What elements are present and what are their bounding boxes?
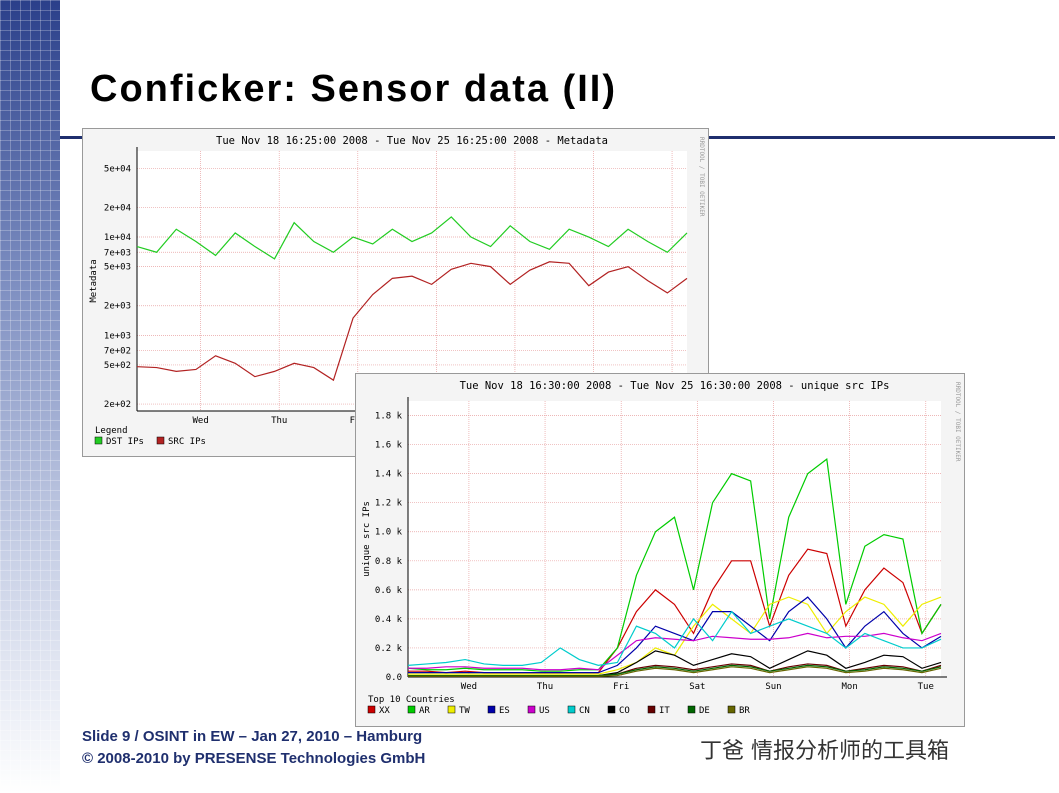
legend-label: CN [579, 706, 590, 716]
footer-line: © 2008-2010 by PRESENSE Technologies Gmb… [82, 750, 426, 767]
legend-swatch [407, 705, 416, 714]
y-tick-label: 1.6 k [375, 441, 403, 451]
y-tick-label: 2e+02 [104, 400, 131, 410]
series-line [408, 596, 942, 674]
plot-area [408, 401, 941, 677]
y-tick-label: 0.8 k [375, 557, 403, 567]
y-tick-label: 1.4 k [375, 470, 403, 480]
x-tick-label: Mon [841, 682, 857, 692]
legend-label: CO [619, 706, 630, 716]
legend-swatch [647, 705, 656, 714]
watermark: 丁爸 情报分析师的工具箱 [700, 739, 949, 764]
y-tick-label: 1e+03 [104, 331, 131, 341]
y-tick-label: 0.0 [386, 673, 402, 683]
chart-title: Tue Nov 18 16:25:00 2008 - Tue Nov 25 16… [216, 135, 608, 147]
legend-label: US [539, 706, 550, 716]
series-line [407, 457, 942, 672]
y-tick-label: 0.6 k [375, 586, 403, 596]
series-line [408, 664, 942, 677]
y-tick-label: 0.2 k [375, 644, 403, 654]
legend-title: Top 10 Countries [368, 695, 455, 705]
x-tick-label: Sat [689, 682, 705, 692]
legend-label: TW [459, 706, 470, 716]
y-tick-label: 5e+03 [104, 263, 131, 273]
series-line [408, 632, 942, 671]
series-line [136, 261, 688, 382]
side-label: RRDTOOL / TOBI OETIKER [954, 382, 961, 462]
legend-label: BR [739, 706, 750, 716]
legend-swatch [607, 705, 616, 714]
x-tick-label: Wed [461, 682, 477, 692]
y-tick-label: 1.2 k [375, 499, 403, 509]
chart-title: Tue Nov 18 16:30:00 2008 - Tue Nov 25 16… [460, 380, 890, 392]
side-label: RRDTOOL / TOBI OETIKER [698, 137, 705, 217]
legend-label: AR [419, 706, 430, 716]
legend-swatch [527, 705, 536, 714]
legend-swatch [447, 705, 456, 714]
x-tick-label: Fri [613, 682, 629, 692]
legend-label: DE [699, 706, 710, 716]
legend-swatch [487, 705, 496, 714]
legend-title: Legend [95, 426, 128, 436]
series-line [136, 216, 688, 260]
plot-area [137, 151, 687, 411]
x-tick-label: Wed [193, 416, 209, 426]
y-tick-label: 1e+04 [104, 233, 131, 243]
y-tick-label: 2e+03 [104, 302, 131, 312]
legend-swatch [156, 436, 165, 445]
legend-swatch [687, 705, 696, 714]
y-tick-label: 5e+02 [104, 361, 131, 371]
y-axis-label: unique src IPs [362, 501, 372, 577]
legend-label: XX [379, 706, 390, 716]
chart: Tue Nov 18 16:30:00 2008 - Tue Nov 25 16… [355, 373, 965, 727]
y-tick-label: 0.4 k [375, 615, 403, 625]
legend-swatch [727, 705, 736, 714]
y-axis-label: Metadata [89, 259, 99, 302]
legend-swatch [367, 705, 376, 714]
footer-line: Slide 9 / OSINT in EW – Jan 27, 2010 – H… [82, 728, 423, 745]
y-tick-label: 7e+02 [104, 347, 131, 357]
legend-label: DST IPs [106, 437, 144, 447]
y-tick-label: 2e+04 [104, 203, 131, 213]
y-tick-label: 1.0 k [375, 528, 403, 538]
x-tick-label: Thu [537, 682, 553, 692]
side-stripe [0, 0, 60, 793]
legend-label: ES [499, 706, 510, 716]
legend-swatch [94, 436, 103, 445]
legend-swatch [567, 705, 576, 714]
x-tick-label: Tue [918, 682, 934, 692]
x-tick-label: Sun [765, 682, 781, 692]
series-line [407, 610, 942, 666]
y-tick-label: 7e+03 [104, 248, 131, 258]
legend-label: IT [659, 706, 670, 716]
legend-label: SRC IPs [168, 437, 206, 447]
y-tick-label: 1.8 k [375, 412, 403, 422]
y-tick-label: 5e+04 [104, 164, 131, 174]
x-tick-label: Thu [271, 416, 287, 426]
series-line [408, 666, 942, 677]
slide-title: Conficker: Sensor data (II) [90, 68, 617, 110]
